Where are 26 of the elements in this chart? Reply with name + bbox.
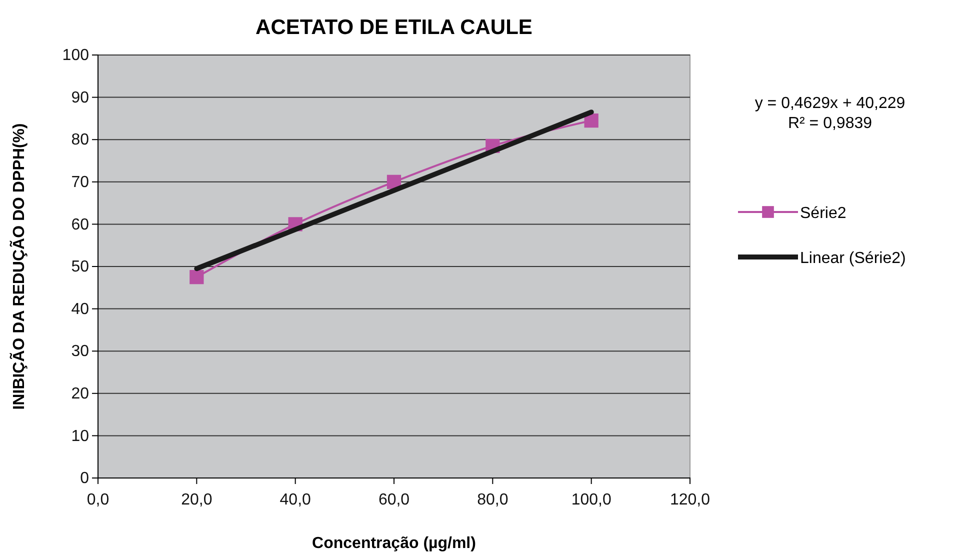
x-tick-label: 80,0: [477, 492, 508, 509]
x-tick-label: 120,0: [670, 492, 710, 509]
x-tick-label: 40,0: [280, 492, 312, 509]
y-axis-title: INIBIÇÃO DA REDUÇÃO DO DPPH(%): [9, 123, 28, 410]
y-tick-label: 100: [62, 47, 90, 64]
y-tick-label: 90: [71, 89, 90, 106]
y-tick-label: 10: [71, 428, 90, 445]
text: R² = 0,9839: [788, 115, 872, 132]
x-tick-label: 0,0: [86, 492, 110, 509]
x-axis-title: Concentração (µg/ml): [312, 535, 476, 552]
point: [190, 270, 204, 284]
legend-label: Linear (Série2): [800, 250, 906, 267]
y-tick-label: 70: [71, 174, 90, 192]
y-tick-label: 20: [71, 386, 90, 403]
y-tick-label: 30: [71, 343, 90, 360]
chart-title: ACETATO DE ETILA CAULE: [256, 16, 532, 39]
text: y = 0,4629x + 40,229: [754, 95, 906, 112]
x-tick-label: 100,0: [571, 492, 612, 509]
x-tick-label: 60,0: [378, 492, 410, 509]
y-tick-label: 80: [71, 132, 90, 149]
legend-label: Série2: [800, 205, 846, 222]
y-tick-label: 60: [71, 216, 90, 234]
y-tick-label: 50: [71, 258, 90, 276]
x-tick-label: 20,0: [181, 492, 212, 509]
y-tick-label: 40: [71, 300, 90, 318]
y-tick-label: 0: [80, 470, 90, 488]
